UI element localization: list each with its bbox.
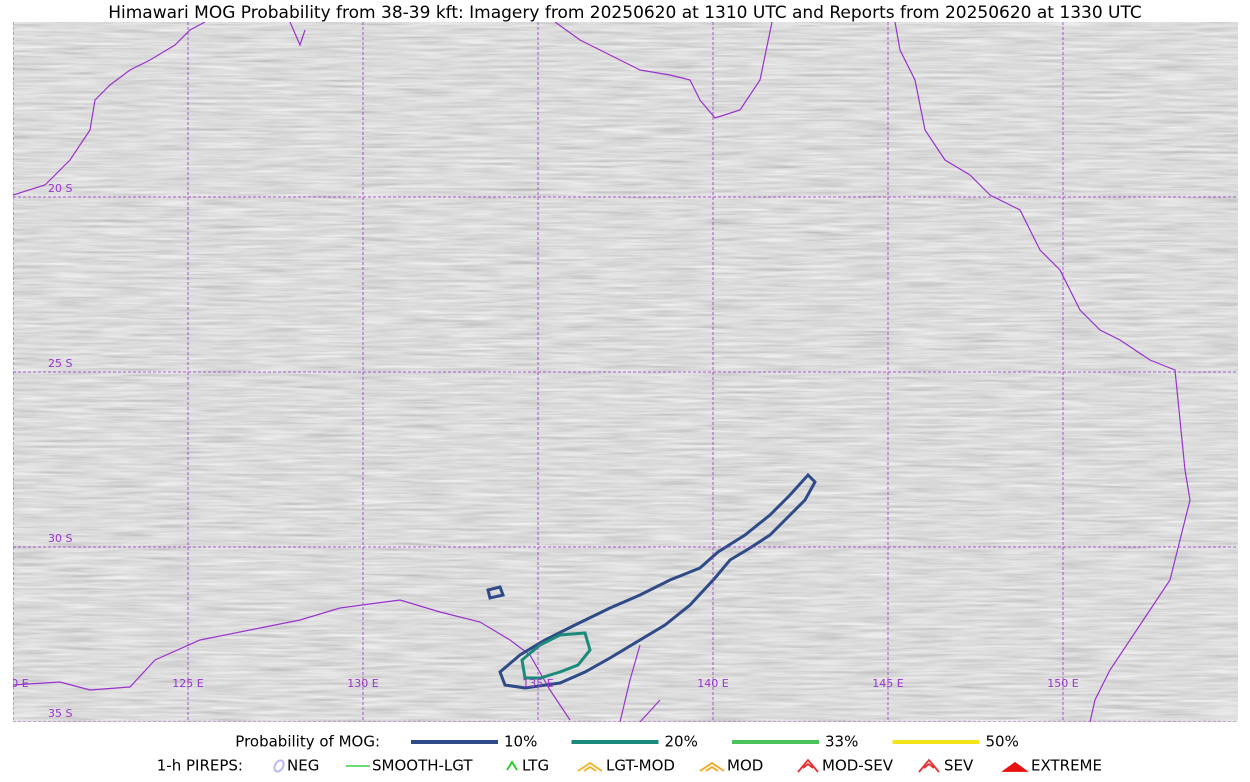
lon-label: 130 E bbox=[347, 677, 378, 690]
lon-label: 125 E bbox=[172, 677, 203, 690]
coastline bbox=[554, 22, 773, 119]
legend-icon bbox=[797, 758, 819, 773]
contour-10 bbox=[486, 585, 506, 600]
legend-label: 33% bbox=[825, 733, 858, 751]
lon-label: 150 E bbox=[1047, 677, 1078, 690]
lon-label: 120 E bbox=[0, 677, 29, 690]
legend-icon bbox=[699, 761, 725, 772]
coastline bbox=[289, 22, 306, 47]
legend-label: 50% bbox=[986, 733, 1019, 751]
legend-label: MOD-SEV bbox=[822, 757, 894, 775]
lat-label: 20 S bbox=[48, 182, 72, 195]
lon-label: 145 E bbox=[872, 677, 903, 690]
graticule: 120 E 125 E 130 E 135 E 140 E 145 E 150 E 20 S 2… bbox=[0, 22, 1238, 722]
legend-heading: Probability of MOG: bbox=[235, 733, 380, 751]
lon-label: 140 E bbox=[697, 677, 728, 690]
contour-20 bbox=[520, 631, 592, 680]
legend-heading: 1-h PIREPS: bbox=[157, 757, 243, 775]
map: 120 E 125 E 130 E 135 E 140 E 145 E 150 E 20 S 2… bbox=[0, 22, 1238, 722]
legend-icon bbox=[273, 759, 285, 773]
legend: Probability of MOG: 10% 20% 33% 50% 1-h PIREP… bbox=[157, 733, 1102, 775]
lat-label: 30 S bbox=[48, 532, 72, 545]
contour-10 bbox=[498, 472, 817, 690]
legend-label: SMOOTH-LGT bbox=[372, 757, 473, 775]
legend-label: SEV bbox=[944, 757, 974, 775]
legend-icon bbox=[918, 758, 940, 773]
legend-label: NEG bbox=[287, 757, 319, 775]
legend-icon bbox=[506, 760, 518, 771]
coastline bbox=[13, 22, 206, 196]
lat-label: 35 S bbox=[48, 707, 72, 720]
legend-icon bbox=[577, 761, 603, 772]
legend-label: EXTREME bbox=[1031, 757, 1102, 775]
coastline bbox=[894, 22, 1191, 722]
legend-icon bbox=[1001, 761, 1029, 772]
legend-label: 10% bbox=[504, 733, 537, 751]
lat-label: 25 S bbox=[48, 357, 72, 370]
legend-label: LGT-MOD bbox=[606, 757, 675, 775]
legend-label: LTG bbox=[522, 757, 549, 775]
legend-label: 20% bbox=[665, 733, 698, 751]
coastline bbox=[13, 599, 661, 722]
legend-label: MOD bbox=[727, 757, 763, 775]
title: Himawari MOG Probability from 38-39 kft:… bbox=[108, 3, 1142, 23]
lon-label: 135 E bbox=[522, 677, 553, 690]
